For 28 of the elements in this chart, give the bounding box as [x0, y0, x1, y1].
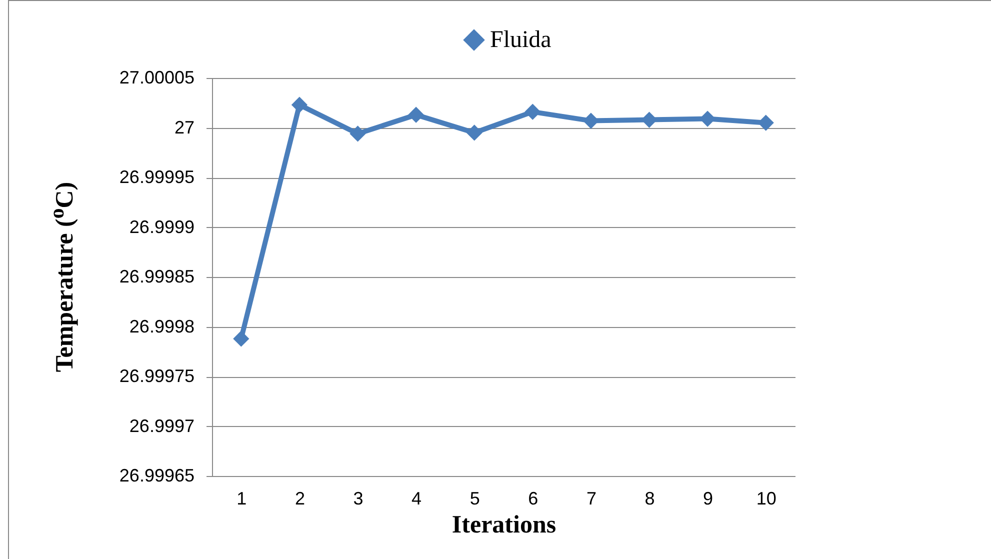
y-tick-label: 26.9997: [129, 416, 194, 436]
y-tick-label: 27: [174, 117, 194, 138]
y-tick-label: 26.99965: [119, 466, 194, 486]
x-tick-label: 8: [644, 488, 655, 508]
y-tick-label: 26.99995: [119, 167, 194, 187]
x-tick-label: 4: [412, 488, 422, 508]
x-tick-label: 10: [756, 488, 776, 508]
x-tick-label: 1: [236, 488, 247, 508]
y-tick-label: 27.00005: [119, 68, 194, 88]
point: [233, 330, 250, 347]
point: [408, 106, 424, 123]
point: [758, 114, 774, 131]
point: [466, 124, 482, 141]
x-axis-title: Iterations: [452, 512, 556, 538]
x-tick-label: 3: [353, 488, 364, 508]
point: [350, 126, 366, 142]
y-tick-label: 26.99975: [119, 366, 194, 386]
x-tick-label: 2: [294, 488, 305, 508]
x-tick-label: 6: [528, 488, 538, 508]
y-tick-label: 26.99985: [119, 266, 194, 286]
legend-label: Fluida: [490, 27, 552, 53]
y-tick-label: 26.9998: [129, 316, 194, 336]
x-tick-label: 5: [470, 488, 480, 508]
x-tick-label: 7: [586, 488, 596, 508]
point: [524, 104, 541, 120]
x-tick-label: 9: [703, 488, 714, 508]
y-tick-label: 26.9999: [129, 216, 194, 237]
point: [291, 96, 308, 113]
